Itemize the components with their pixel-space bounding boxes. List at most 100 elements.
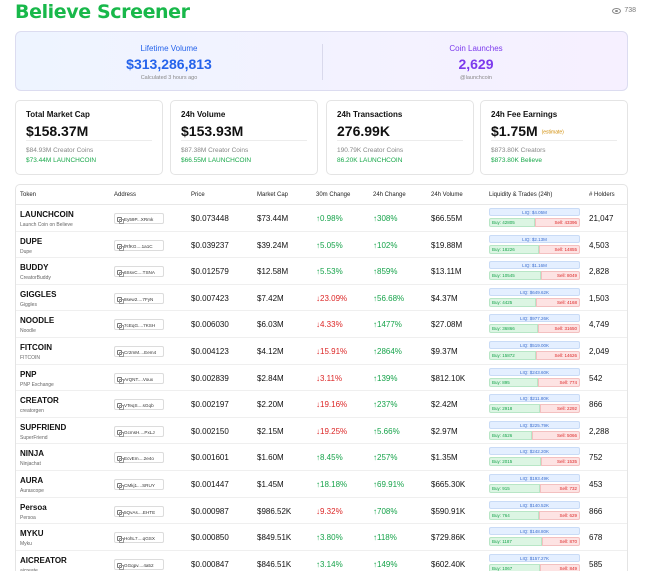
column-header-address[interactable]: Address: [114, 192, 137, 198]
copy-icon[interactable]: [117, 509, 124, 517]
table-row[interactable]: CREATOR creatorgen VTeqS....sGqb $0.002197 $…: [16, 391, 627, 418]
column-header-24h-change[interactable]: 24h Change: [373, 192, 406, 198]
token-name[interactable]: AICREATOR: [20, 555, 67, 565]
address-chip[interactable]: GcmsH....PxLJ: [114, 425, 164, 437]
column-header-30m-change[interactable]: 30m Change: [316, 192, 351, 198]
table-row[interactable]: MYKU Myku HohL7....qGSX $0.000850 $849.51K ↑3…: [16, 524, 627, 551]
token-full-name: Launch Coin on Believe: [20, 222, 73, 228]
copy-icon[interactable]: [117, 217, 124, 224]
token-full-name: Ninjachat: [20, 461, 41, 468]
change-30m: ↓19.16%: [316, 400, 348, 410]
change-24h: ↑56.68%: [373, 293, 405, 303]
token-name[interactable]: SUPFRIEND: [20, 422, 67, 432]
volume-24h: $19.88M: [431, 240, 463, 250]
address-chip[interactable]: 6SsvC....TSNA: [114, 266, 164, 278]
address-text: HohL7....qGSX: [124, 536, 155, 542]
buy-count-bar: Buy: 4526: [489, 430, 532, 440]
coin-launches-handle[interactable]: @launchcoin: [460, 75, 492, 81]
address-chip[interactable]: EcvEm....2e4o: [114, 452, 164, 464]
table-row[interactable]: SUPFRIEND SuperFriend GcmsH....PxLJ $0.0021…: [16, 418, 627, 445]
lifetime-volume-value: $313,286,813: [126, 56, 212, 72]
market-cap: $849.51K: [257, 533, 292, 543]
address-chip[interactable]: 8sew2....7FyN: [114, 292, 164, 304]
address-chip[interactable]: 7cEqG....7KSH: [114, 319, 164, 331]
address-chip[interactable]: HohL7....qGSX: [114, 532, 164, 544]
token-name[interactable]: Persoa: [20, 502, 47, 512]
sell-count-bar: Sell: 8049: [541, 271, 580, 281]
column-header-token[interactable]: Token: [20, 192, 37, 198]
column-header-holders[interactable]: # Holders: [589, 192, 615, 198]
column-header-liquidity[interactable]: Liquidity & Trades (24h): [489, 192, 553, 198]
volume-24h: $590.91K: [431, 506, 466, 516]
table-row[interactable]: NOODLE Noodle 7cEqG....7KSH $0.006030 $6.03M…: [16, 311, 627, 338]
token-name[interactable]: DUPE: [20, 236, 43, 246]
token-full-name: creatorgen: [20, 408, 44, 415]
copy-icon[interactable]: [117, 296, 124, 304]
token-name[interactable]: NOODLE: [20, 316, 55, 326]
token-name[interactable]: PNP: [20, 369, 37, 379]
address-chip[interactable]: GGqpv....4a52: [114, 558, 164, 570]
copy-icon[interactable]: [117, 323, 124, 331]
holders-count: 21,047: [589, 214, 614, 223]
token-name[interactable]: LAUNCHCOIN: [20, 210, 74, 219]
view-count: 738: [624, 7, 636, 14]
table-row[interactable]: BUDDY CreatorBuddy 6SsvC....TSNA $0.012579 $…: [16, 258, 627, 285]
buy-count-bar: Buy: 18226: [489, 244, 539, 254]
column-header-24h-volume[interactable]: 24h Volume: [431, 192, 463, 198]
table-row[interactable]: NINJA Ninjachat EcvEm....2e4o $0.001601 $1.6…: [16, 444, 627, 471]
table-row[interactable]: FITCOIN FITCOIN Cr2mM....Eem4 $0.004123 $4.1…: [16, 338, 627, 365]
table-row[interactable]: AURA Aurascope CMkj1....SRUY $0.001447 $1.45…: [16, 471, 627, 498]
copy-icon[interactable]: [117, 429, 124, 437]
table-row[interactable]: PNP PNP Exchange ArQNT....Voux $0.002839 $2.…: [16, 365, 627, 392]
table-row[interactable]: LAUNCHCOIN Launch Coin on Believe Ey59P...…: [16, 205, 627, 232]
token-name[interactable]: MYKU: [20, 529, 44, 539]
address-chip[interactable]: VTeqS....sGqb: [114, 399, 164, 411]
address-chip[interactable]: 5QvAs....EHTE: [114, 505, 164, 517]
volume-24h: $2.97M: [431, 426, 458, 436]
copy-icon[interactable]: [117, 456, 124, 464]
brand-title[interactable]: Believe Screener: [15, 1, 190, 23]
address-chip[interactable]: CMkj1....SRUY: [114, 479, 164, 490]
stat-value-number: $1.75M: [491, 123, 538, 139]
buy-count-bar: Buy: 2918: [489, 404, 540, 414]
table-row[interactable]: AICREATOR aicreate GGqpv....4a52 $0.000847 $…: [16, 551, 627, 571]
token-name[interactable]: CREATOR: [20, 396, 59, 406]
copy-icon[interactable]: [117, 270, 124, 278]
table-row[interactable]: DUPE Dupe fRfKG....1a1C $0.039237 $39.24M ↑5.…: [16, 232, 627, 259]
table-row[interactable]: GIGGLES Giggles 8sew2....7FyN $0.007423 $7.4…: [16, 285, 627, 312]
copy-icon[interactable]: [117, 243, 124, 251]
buy-count-bar: Buy: 1067: [489, 563, 540, 571]
copy-icon[interactable]: [117, 350, 124, 357]
address-chip[interactable]: Ey59P...XRmk: [114, 213, 164, 224]
column-header-market-cap[interactable]: Market Cap: [257, 192, 289, 198]
liquidity-value: LIQ: $140.52K: [489, 500, 580, 509]
token-name[interactable]: FITCOIN: [20, 343, 52, 352]
column-header-price[interactable]: Price: [191, 192, 205, 198]
address-text: ArQNT....Voux: [124, 376, 154, 382]
coin-launches-label: Coin Launches: [449, 44, 503, 53]
market-cap: $986.52K: [257, 506, 292, 516]
token-full-name: SuperFriend: [20, 434, 48, 441]
token-name[interactable]: BUDDY: [20, 263, 49, 273]
table-row[interactable]: Persoa Persoa 5QvAs....EHTE $0.000987 $986.5…: [16, 498, 627, 525]
address-chip[interactable]: Cr2mM....Eem4: [114, 346, 164, 357]
change-24h: ↑139%: [373, 373, 398, 383]
sell-count-bar: Sell: 732: [540, 484, 580, 493]
change-24h: ↑2864%: [373, 347, 402, 356]
address-text: 7cEqG....7KSH: [124, 323, 156, 329]
token-name[interactable]: NINJA: [20, 449, 45, 459]
copy-icon[interactable]: [117, 403, 124, 411]
copy-icon[interactable]: [117, 536, 124, 544]
stat-breakdown-launchcoin: $73.44M LAUNCHCOIN: [26, 157, 97, 164]
market-cap: $2.20M: [257, 400, 284, 410]
token-name[interactable]: GIGGLES: [20, 289, 57, 299]
stat-divider: [181, 140, 307, 141]
copy-icon[interactable]: [117, 562, 124, 570]
copy-icon[interactable]: [117, 376, 124, 384]
address-chip[interactable]: ArQNT....Voux: [114, 372, 164, 384]
copy-icon[interactable]: [117, 483, 124, 490]
token-name[interactable]: AURA: [20, 476, 44, 485]
sell-count-bar: Sell: 4168: [536, 297, 580, 307]
holders-count: 678: [589, 533, 603, 543]
address-chip[interactable]: fRfKG....1a1C: [114, 239, 164, 251]
